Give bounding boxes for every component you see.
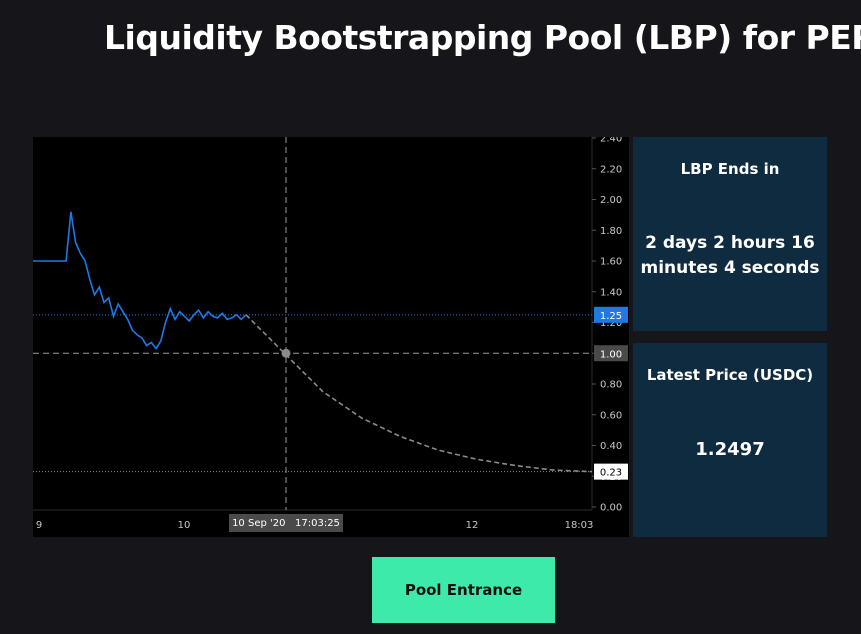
countdown-label: LBP Ends in — [680, 160, 780, 178]
projection-series-line — [245, 314, 593, 473]
y-tick-label: 1.20 — [600, 318, 622, 329]
x-tick-label: 12 — [466, 520, 479, 531]
y-tick-label: 2.20 — [600, 164, 622, 175]
price-label-badge — [594, 306, 628, 323]
x-tick-label: 9 — [36, 520, 42, 531]
countdown-panel: LBP Ends in 2 days 2 hours 16 minutes 4 … — [633, 137, 827, 331]
crosshair-y-badge — [594, 345, 628, 362]
chart-canvas[interactable]: 0.000.200.400.600.801.001.201.401.601.80… — [33, 137, 629, 537]
x-tick-label: 10 — [178, 520, 191, 531]
pool-entrance-button[interactable]: Pool Entrance — [372, 557, 555, 623]
x-tick-label: 18:03 — [565, 520, 594, 531]
y-tick-label: 1.80 — [600, 226, 622, 237]
price-series-line — [33, 211, 247, 350]
crosshair-point — [281, 348, 291, 358]
y-tick-label: 0.40 — [600, 441, 622, 452]
y-tick-label: 2.00 — [600, 195, 622, 206]
price-label-text: 1.25 — [600, 311, 622, 322]
latest-price-panel: Latest Price (USDC) 1.2497 — [633, 343, 827, 537]
y-tick-label: 1.40 — [600, 287, 622, 298]
y-tick-label: 0.80 — [600, 380, 622, 391]
end-label-text: 0.23 — [600, 468, 622, 479]
latest-price-label: Latest Price (USDC) — [646, 366, 814, 384]
y-tick-label: 1.60 — [600, 257, 622, 268]
crosshair-y-text: 1.00 — [600, 349, 622, 360]
crosshair-x-text: 10 Sep '20 17:03:25 — [232, 518, 340, 529]
countdown-value: 2 days 2 hours 16 minutes 4 seconds — [640, 233, 820, 278]
crosshair-x-badge — [229, 514, 343, 532]
end-label-badge — [594, 463, 628, 480]
y-tick-label: 2.40 — [600, 137, 622, 145]
y-tick-label: 0.00 — [600, 503, 622, 514]
page-title: Liquidity Bootstrapping Pool (LBP) for P… — [104, 18, 861, 57]
y-tick-label: 0.60 — [600, 410, 622, 421]
price-chart[interactable]: 0.000.200.400.600.801.001.201.401.601.80… — [33, 137, 629, 537]
latest-price-value: 1.2497 — [695, 439, 765, 460]
